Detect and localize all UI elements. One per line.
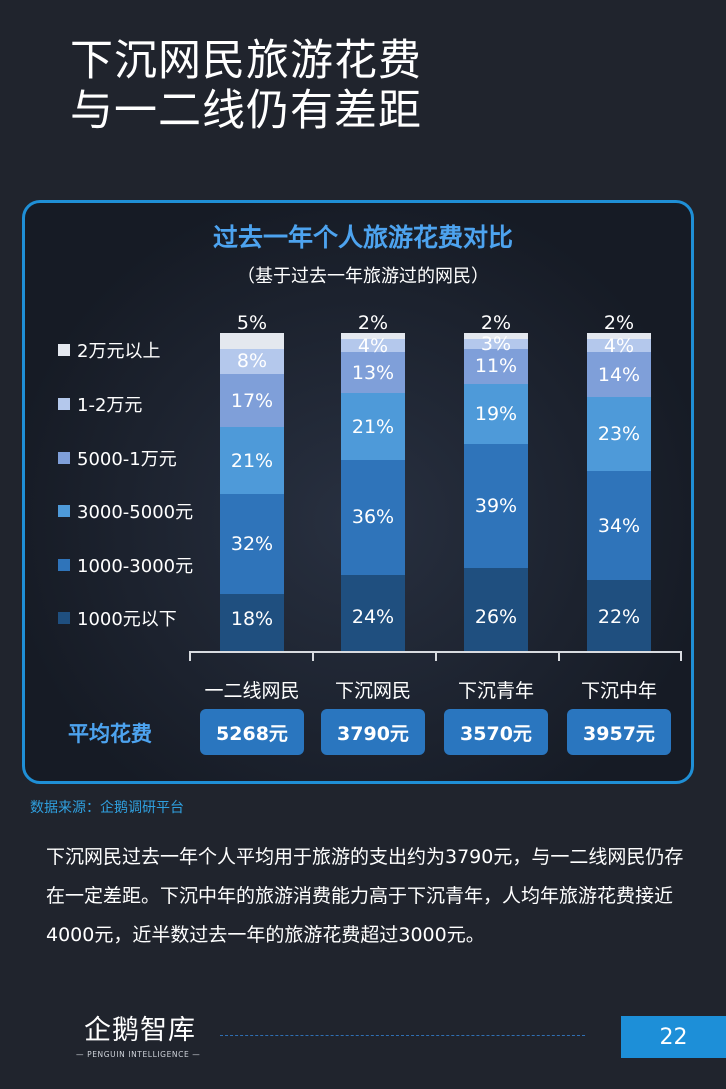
legend-label: 3000-5000元	[77, 502, 194, 523]
logo: 企鹅智库 — PENGUIN INTELLIGENCE —	[76, 1008, 200, 1064]
legend-swatch	[58, 344, 70, 356]
data-label: 32%	[230, 532, 274, 555]
bar-segment	[220, 427, 284, 494]
average-label: 平均花费	[68, 722, 152, 746]
data-label: 36%	[351, 506, 395, 529]
legend-label: 1000元以下	[77, 609, 177, 630]
legend-swatch	[58, 612, 70, 624]
legend-swatch	[58, 452, 70, 464]
bar-4	[587, 333, 651, 651]
legend-item: 1-2万元	[58, 393, 143, 416]
legend-item: 1000-3000元	[58, 554, 194, 577]
x-axis-line	[189, 651, 680, 653]
bar-segment	[464, 383, 528, 445]
data-label: 4%	[357, 334, 389, 357]
legend-item: 1000元以下	[58, 607, 177, 630]
legend-label: 5000-1万元	[77, 449, 177, 470]
chart-subtitle: （基于过去一年旅游过的网民）	[237, 266, 489, 287]
body-paragraph: 下沉网民过去一年个人平均用于旅游的支出约为3790元，与一二线网民仍存在一定差距…	[46, 846, 684, 946]
bar-segment	[341, 460, 405, 575]
average-value-box: 3790元	[321, 709, 425, 755]
legend-label: 2万元以上	[77, 341, 161, 362]
legend-item: 3000-5000元	[58, 500, 194, 523]
data-label: 3%	[480, 333, 512, 356]
axis-tick	[189, 651, 191, 661]
bar-segment	[587, 471, 651, 581]
category-label: 下沉中年	[580, 680, 657, 702]
data-label: 22%	[597, 606, 641, 628]
data-label: 34%	[597, 514, 641, 537]
data-label: 2%	[357, 312, 389, 334]
bar-segment	[464, 348, 528, 384]
data-label: 21%	[351, 415, 395, 438]
bar-segment	[587, 333, 651, 340]
data-label: 13%	[351, 361, 395, 384]
logo-subtitle: — PENGUIN INTELLIGENCE —	[76, 1050, 201, 1059]
bar-segment	[341, 333, 405, 340]
bar-1	[220, 333, 284, 651]
bar-segment	[341, 339, 405, 353]
page-title-line2: 与一二线仍有差距	[70, 86, 422, 136]
logo-name: 企鹅智库	[84, 1015, 196, 1046]
category-label: 一二线网民	[204, 680, 300, 702]
average-value-box: 3957元	[567, 709, 671, 755]
average-value-box: 3570元	[444, 709, 548, 755]
data-label: 18%	[230, 607, 274, 630]
bar-segment	[587, 339, 651, 353]
bar-segment	[587, 580, 651, 651]
bar-segment	[464, 568, 528, 651]
bar-segment	[464, 444, 528, 569]
page-title: 下沉网民旅游花费 与一二线仍有差距	[70, 36, 422, 136]
bar-segment	[220, 373, 284, 428]
bar-segment	[587, 397, 651, 472]
legend-swatch	[58, 559, 70, 571]
axis-tick	[435, 651, 437, 661]
footer-divider	[220, 1035, 585, 1036]
bar-segment	[464, 339, 528, 349]
bar-segment	[341, 352, 405, 394]
bar-2	[341, 333, 405, 651]
bar-segment	[220, 348, 284, 374]
data-label: 11%	[474, 355, 518, 378]
data-label: 2%	[603, 312, 635, 334]
legend-label: 1-2万元	[77, 395, 143, 416]
category-label: 下沉网民	[334, 680, 411, 702]
data-label: 24%	[351, 606, 395, 628]
page-title-line1: 下沉网民旅游花费	[70, 36, 422, 86]
data-label: 2%	[480, 312, 512, 334]
data-label: 5%	[236, 312, 268, 334]
data-label: 8%	[236, 350, 268, 373]
data-label: 19%	[474, 403, 518, 426]
category-label: 下沉青年	[457, 680, 534, 702]
data-source: 数据来源：企鹅调研平台	[30, 800, 184, 816]
data-label: 14%	[597, 363, 641, 386]
bar-segment	[220, 594, 284, 651]
bar-segment	[464, 333, 528, 340]
axis-tick	[312, 651, 314, 661]
legend-item: 5000-1万元	[58, 447, 177, 470]
bar-segment	[220, 493, 284, 595]
data-label: 23%	[597, 423, 641, 446]
data-label: 21%	[230, 449, 274, 472]
bar-segment	[341, 574, 405, 651]
bar-segment	[587, 352, 651, 398]
average-value-box: 5268元	[200, 709, 304, 755]
legend-swatch	[58, 505, 70, 517]
chart-title: 过去一年个人旅游花费对比	[212, 223, 513, 252]
bar-segment	[220, 333, 284, 349]
legend-item: 2万元以上	[58, 339, 161, 362]
axis-tick	[558, 651, 560, 661]
data-label: 4%	[603, 334, 635, 357]
bar-3	[464, 333, 528, 651]
legend-swatch	[58, 398, 70, 410]
axis-tick	[680, 651, 682, 661]
data-label: 39%	[474, 495, 518, 518]
data-label: 17%	[230, 389, 274, 412]
data-label: 26%	[474, 606, 518, 628]
bar-segment	[341, 393, 405, 461]
page-number: 22	[621, 1016, 726, 1058]
legend-label: 1000-3000元	[77, 556, 194, 577]
